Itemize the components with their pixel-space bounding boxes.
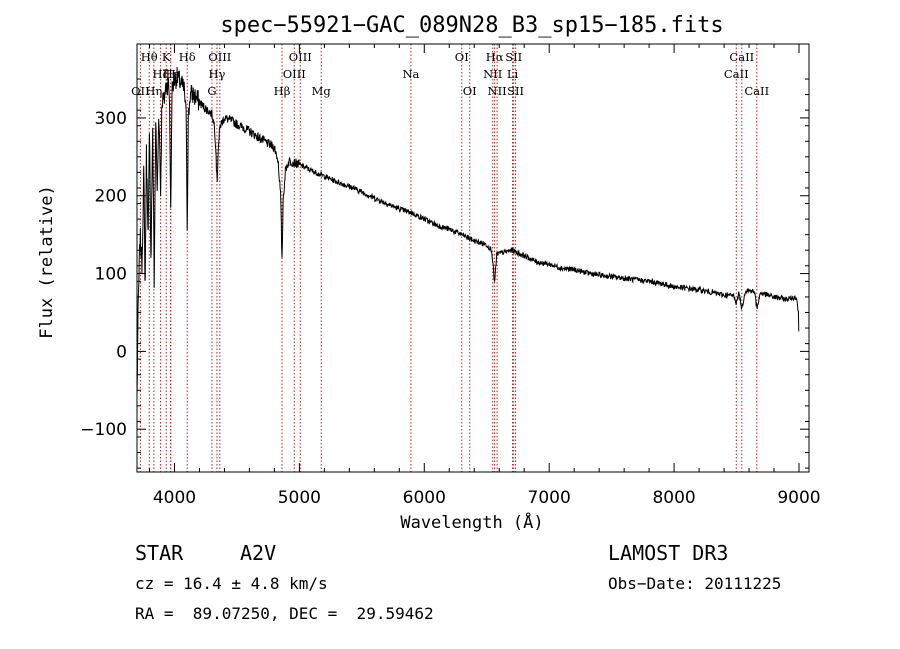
line-label: Li — [507, 67, 519, 81]
obs-date: Obs−Date: 20111225 — [608, 574, 782, 593]
line-label: Hζ — [152, 67, 168, 81]
line-label: Hθ — [141, 50, 158, 64]
y-tick-label: −100 — [80, 420, 127, 440]
object-subclass: A2V — [240, 541, 277, 565]
y-axis-label: Flux (relative) — [37, 185, 57, 339]
emission-line-markers — [139, 44, 758, 472]
line-label: SII — [505, 50, 522, 64]
y-axis: −100 0 100 200 300 — [80, 78, 809, 469]
x-tick-label: 7000 — [528, 488, 571, 508]
line-label: CaII — [724, 67, 749, 81]
y-tick-label: 200 — [95, 187, 127, 207]
line-label: Na — [402, 67, 419, 81]
line-label: OIII — [208, 50, 231, 64]
x-tick-label: 9000 — [777, 488, 820, 508]
line-label: OII — [131, 84, 150, 98]
x-tick-label: 6000 — [403, 488, 446, 508]
line-label: H — [166, 67, 176, 81]
x-tick-label: 4000 — [153, 488, 196, 508]
spectrum-line — [136, 66, 800, 397]
line-label: CaII — [744, 84, 769, 98]
x-axis-label: Wavelength (Å) — [400, 511, 543, 533]
line-label: CaII — [729, 50, 754, 64]
y-tick-label: 100 — [95, 265, 127, 285]
redshift-value: cz = 16.4 ± 4.8 km/s — [135, 574, 328, 593]
line-label: Hγ — [208, 67, 225, 81]
plot-frame — [136, 43, 810, 473]
x-axis: 4000 5000 6000 7000 8000 9000 — [148, 44, 821, 508]
line-label: OI — [463, 84, 477, 98]
line-label: SII — [507, 84, 524, 98]
survey-name: LAMOST DR3 — [608, 541, 729, 565]
line-label: Hα — [486, 50, 504, 64]
x-tick-label: 5000 — [278, 488, 321, 508]
line-label: OI — [455, 50, 469, 64]
line-label: NII — [488, 84, 507, 98]
object-class: STAR — [135, 541, 184, 565]
line-label: Hδ — [179, 50, 196, 64]
chart-title: spec−55921−GAC_089N28_B3_sp15−185.fits — [220, 13, 723, 38]
line-label: Hβ — [274, 84, 291, 98]
x-tick-label: 8000 — [652, 488, 695, 508]
line-label: G — [207, 84, 216, 98]
line-label: Hη — [145, 84, 162, 98]
y-tick-label: 0 — [116, 342, 127, 362]
y-tick-label: 300 — [95, 109, 127, 129]
line-label: K — [162, 50, 171, 64]
line-label: OIII — [283, 67, 306, 81]
line-label: NII — [483, 67, 502, 81]
line-label: Mg — [312, 84, 332, 98]
coordinates: RA = 89.07250, DEC = 29.59462 — [135, 604, 434, 623]
line-label: OIII — [289, 50, 312, 64]
line-label: Hε — [163, 67, 179, 81]
